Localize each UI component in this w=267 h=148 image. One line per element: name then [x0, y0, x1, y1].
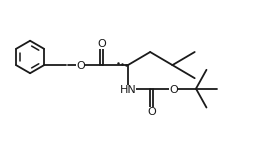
- Text: O: O: [147, 107, 156, 117]
- Text: O: O: [97, 39, 106, 49]
- Text: O: O: [76, 61, 85, 71]
- Text: O: O: [169, 85, 178, 95]
- Text: HN: HN: [120, 85, 136, 95]
